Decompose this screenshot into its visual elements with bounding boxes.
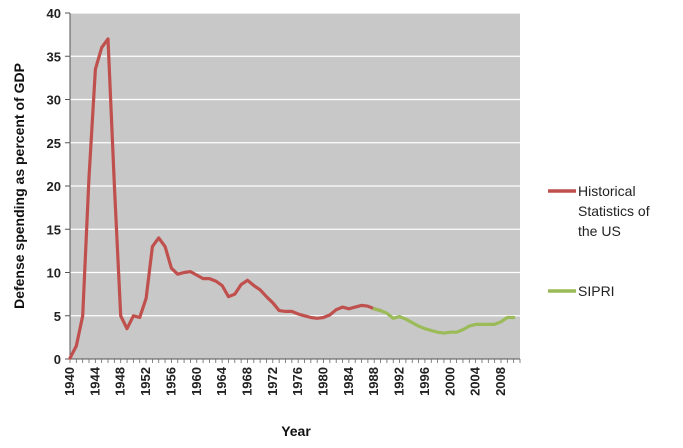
legend-label: SIPRI [578, 283, 615, 299]
series-line-2 [372, 307, 516, 335]
series-lines [68, 37, 516, 360]
x-tick-label: 2004 [468, 366, 483, 396]
x-tick-label: 1948 [113, 367, 128, 396]
y-axis-title: Defense spending as percent of GDP [11, 63, 27, 309]
legend-label: the US [578, 223, 621, 239]
x-tick-label: 1980 [316, 367, 331, 396]
y-tick-label: 5 [54, 309, 61, 324]
x-tick-label: 1952 [138, 367, 153, 396]
legend: Historical Statistics of the US SIPRI [548, 183, 650, 299]
y-tick-label: 15 [47, 222, 61, 237]
x-tick-label: 1940 [62, 367, 77, 396]
x-tick-label: 1988 [366, 367, 381, 396]
x-tick-label: 1972 [265, 367, 280, 396]
y-tick-label: 30 [47, 93, 61, 108]
x-tick-label: 1976 [290, 367, 305, 396]
legend-label: Historical [578, 183, 636, 199]
x-tick-label: 1984 [341, 366, 356, 396]
y-tick-label: 40 [47, 6, 61, 21]
y-tick-label: 35 [47, 49, 61, 64]
x-tick-label: 1968 [239, 367, 254, 396]
y-tick-label: 0 [54, 352, 61, 367]
x-tick-label: 1944 [87, 366, 102, 396]
x-tick-label: 1964 [214, 366, 229, 396]
x-tick-label: 1960 [189, 367, 204, 396]
x-tick-label: 1996 [417, 367, 432, 396]
x-tick-label: 1992 [392, 367, 407, 396]
x-tick-label: 2008 [493, 367, 508, 396]
y-tick-label: 20 [47, 179, 61, 194]
y-tick-label: 25 [47, 136, 61, 151]
series-line-1 [68, 37, 383, 360]
axes: 0 5 10 15 20 25 30 35 40 1940 1944 1948 1952 1956 1960… [47, 6, 521, 396]
y-tick-label: 10 [47, 266, 61, 281]
x-tick-label: 2000 [442, 367, 457, 396]
gridlines [70, 12, 520, 317]
x-tick-label: 1956 [163, 367, 178, 396]
x-axis-title: Year [281, 423, 311, 439]
legend-label: Statistics of [578, 203, 650, 219]
